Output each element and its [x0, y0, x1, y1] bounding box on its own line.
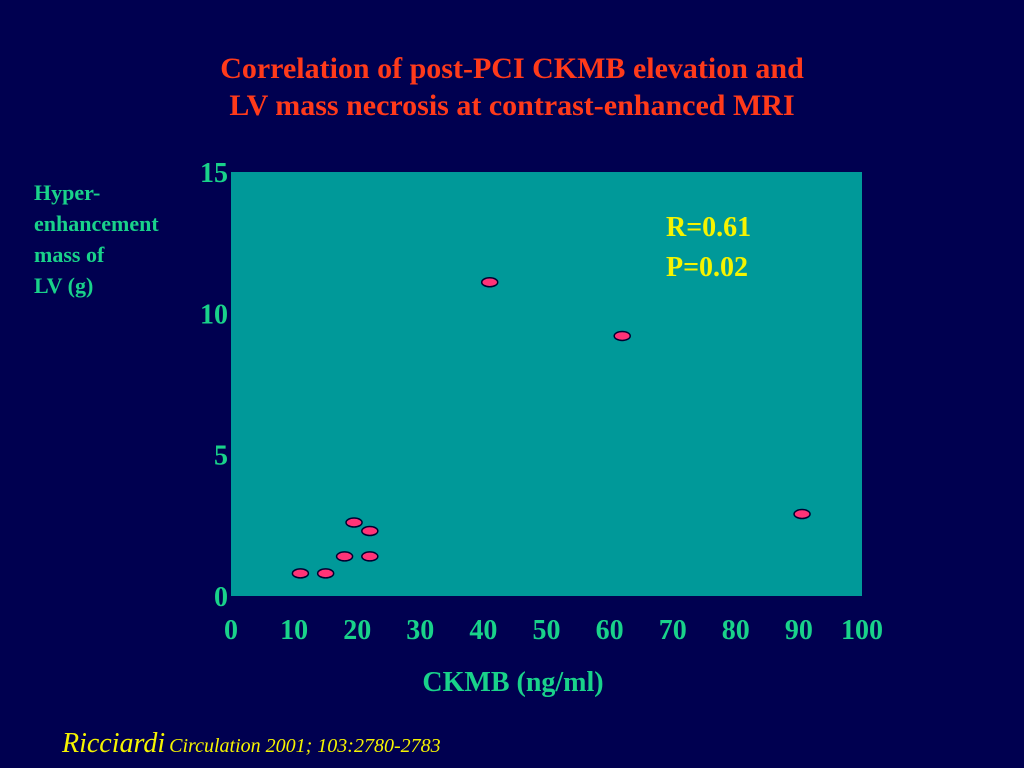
annotation-r-value: R=0.61 [666, 212, 751, 243]
chart-title: Correlation of post-PCI CKMB elevation a… [0, 50, 1024, 124]
data-point [613, 330, 631, 342]
data-point [480, 276, 499, 288]
x-tick-label: 80 [722, 615, 750, 646]
y-axis-label-line-3: mass of [34, 242, 105, 267]
x-tick-label: 10 [280, 615, 308, 646]
data-point [316, 568, 335, 579]
x-tick-label: 0 [224, 615, 238, 646]
y-tick-labels: 0 5 10 15 [200, 158, 228, 613]
data-point [361, 525, 379, 537]
x-axis-label: CKMB (ng/ml) [422, 667, 603, 698]
y-tick-label: 5 [214, 441, 228, 472]
data-point [793, 508, 811, 520]
chart-title-line-1: Correlation of post-PCI CKMB elevation a… [220, 52, 804, 85]
y-tick-label: 0 [214, 582, 228, 613]
x-tick-label: 60 [596, 615, 624, 646]
data-point [361, 551, 379, 562]
annotation-p-value: P=0.02 [666, 252, 748, 283]
data-point [291, 568, 310, 579]
citation-author: Ricciardi [62, 728, 166, 759]
y-axis-label-line-1: Hyper- [34, 180, 101, 205]
data-point [345, 517, 363, 528]
y-axis-label: Hyper- enhancement mass of LV (g) [34, 177, 159, 301]
x-tick-label: 40 [469, 615, 497, 646]
y-tick-label: 10 [200, 299, 228, 330]
y-axis-label-line-4: LV (g) [34, 273, 94, 298]
y-tick-label: 15 [200, 158, 228, 189]
x-tick-label: 50 [533, 615, 561, 646]
x-tick-label: 30 [406, 615, 434, 646]
data-point [335, 551, 354, 562]
x-tick-label: 90 [785, 615, 813, 646]
x-tick-label: 100 [841, 615, 883, 646]
citation: Ricciardi Circulation 2001; 103:2780-278… [62, 728, 441, 760]
x-tick-label: 70 [659, 615, 687, 646]
y-axis-label-line-2: enhancement [34, 211, 159, 236]
chart-title-line-2: LV mass necrosis at contrast-enhanced MR… [229, 89, 795, 122]
plot-area [231, 172, 862, 596]
citation-reference: Circulation 2001; 103:2780-2783 [169, 735, 441, 757]
x-tick-labels: 0 10 20 30 40 50 60 70 80 90 100 [224, 615, 883, 646]
x-tick-label: 20 [343, 615, 371, 646]
data-points [291, 276, 811, 579]
